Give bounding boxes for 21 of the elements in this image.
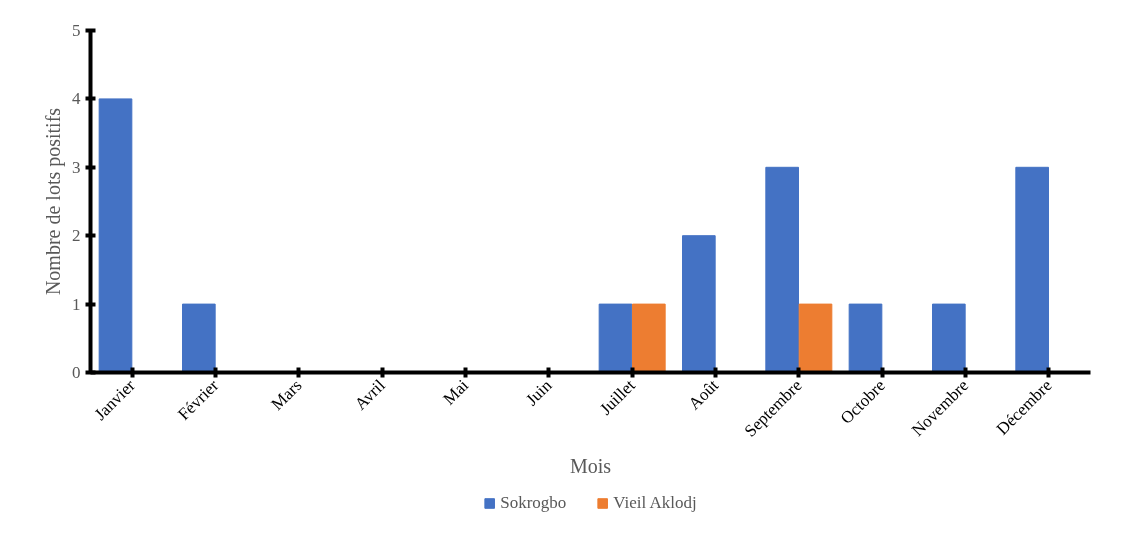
legend-label: Sokrogbo <box>500 492 567 513</box>
bar <box>848 303 883 373</box>
y-tick-label: 0 <box>72 363 81 382</box>
bar <box>182 303 216 373</box>
x-tick-label: Mai <box>439 375 473 409</box>
y-tick-label: 3 <box>72 157 81 177</box>
y-tick-label: 5 <box>72 21 81 40</box>
bar <box>632 303 666 373</box>
x-axis-title: Mois <box>569 455 612 478</box>
bar <box>1015 166 1049 373</box>
legend-label: Vieil Aklodj <box>613 492 697 513</box>
bar <box>598 303 633 373</box>
bar <box>682 235 716 373</box>
bar <box>798 303 833 373</box>
y-tick-label: 1 <box>72 294 81 314</box>
bar <box>765 166 799 373</box>
y-tick-label: 2 <box>72 226 81 246</box>
y-tick-label: 4 <box>72 89 81 109</box>
bar <box>932 303 966 373</box>
y-axis-title: Nombre de lots positifs <box>42 107 65 296</box>
x-tick-label: Juin <box>522 375 556 410</box>
